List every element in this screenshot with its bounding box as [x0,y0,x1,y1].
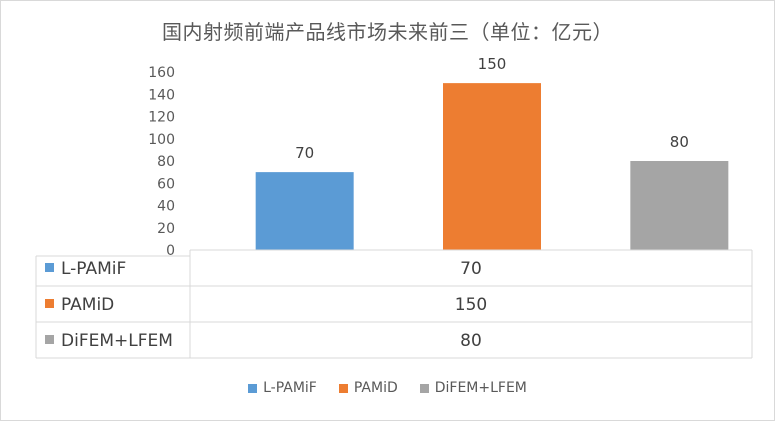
table-series-name: DiFEM+LFEM [61,331,173,351]
table-cell-value: 70 [460,259,482,279]
legend-swatch [338,383,348,393]
table-series-name: PAMiD [61,295,114,315]
chart-title: 国内射频前端产品线市场未来前三（单位：亿元） [162,20,613,44]
y-tick-label: 120 [148,110,175,126]
legend-item: L-PAMiF [248,380,317,396]
y-tick-label: 60 [157,176,175,192]
data-label: 150 [478,55,507,73]
bar-difem-lfem [630,161,729,250]
table-cell-value: 80 [460,331,482,351]
legend-swatch [248,383,258,393]
table-legend-key [45,263,54,272]
y-tick-label: 160 [148,65,175,81]
table-legend-key [45,299,54,308]
y-tick-label: 100 [148,132,175,148]
legend-label: PAMiD [353,380,398,396]
legend-item: PAMiD [338,380,398,396]
y-tick-label: 80 [157,154,175,170]
legend-label: DiFEM+LFEM [434,380,527,396]
legend-label: L-PAMiF [263,380,317,396]
bar-l-pamif [255,172,354,250]
bar-pamid [443,83,541,250]
legend-swatch [419,383,429,393]
table-series-name: L-PAMiF [61,259,126,279]
data-label: 70 [295,144,314,162]
table-legend-key [45,335,54,344]
data-label: 80 [670,133,689,151]
y-tick-label: 20 [157,221,175,237]
y-tick-label: 40 [157,199,175,215]
chart-legend: L-PAMiF PAMiD DiFEM+LFEM [0,380,775,396]
table-cell-value: 150 [455,295,487,315]
y-tick-label: 0 [166,243,175,259]
y-tick-label: 140 [148,87,175,103]
legend-item: DiFEM+LFEM [419,380,527,396]
